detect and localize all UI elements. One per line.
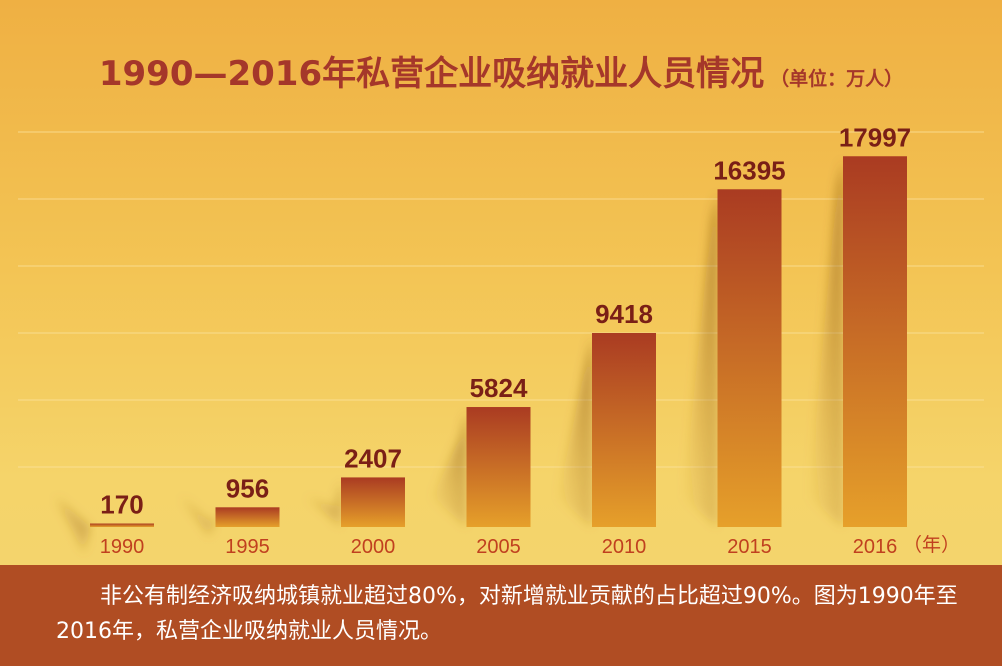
- bar-2010: [592, 332, 656, 527]
- chart-title: 1990—2016年私营企业吸纳就业人员情况 （单位：万人）: [0, 46, 1002, 95]
- bar-1990: [90, 523, 154, 527]
- value-label-2000: 2407: [344, 443, 402, 473]
- bar-2005: [466, 407, 531, 527]
- bar-chart: 170 956 2407 5824 9418 16395 17997 1990 1995 200…: [18, 122, 984, 558]
- tick-label-2010: 2010: [602, 536, 647, 558]
- bar-1995: [215, 507, 280, 527]
- tick-label-1995: 1995: [225, 536, 270, 558]
- value-label-2015: 16395: [713, 155, 785, 185]
- tick-label-2005: 2005: [476, 536, 521, 558]
- bar-2000: [341, 477, 405, 527]
- bar-shadow: [56, 497, 90, 554]
- value-labels: 170 956 2407 5824 9418 16395 17997: [100, 122, 911, 519]
- bar-shadow: [432, 411, 467, 527]
- caption-band: [0, 565, 1002, 666]
- bar-shadow: [683, 193, 718, 527]
- value-label-2016: 17997: [839, 122, 911, 152]
- bar-shadow: [307, 481, 341, 527]
- value-label-1995: 956: [226, 473, 269, 503]
- bar-2015: [717, 189, 782, 527]
- tick-label-2000: 2000: [351, 536, 396, 558]
- tick-label-1990: 1990: [100, 536, 145, 558]
- tick-label-2016: 2016: [853, 536, 898, 558]
- unit-label: （单位：万人）: [770, 68, 904, 90]
- tick-label-2015: 2015: [727, 536, 772, 558]
- bar-2016: [843, 156, 907, 528]
- bars: [90, 156, 907, 528]
- bar-shadow: [558, 336, 592, 527]
- value-label-2010: 9418: [595, 299, 653, 329]
- chart-title-main: 1990—2016年私营企业吸纳就业人员情况: [98, 54, 765, 94]
- bar-shadows: [56, 160, 843, 554]
- value-label-1990: 170: [100, 489, 143, 519]
- caption-text: 非公有制经济吸纳城镇就业超过80%，对新增就业贡献的占比超过90%。图为1990…: [56, 584, 958, 644]
- x-axis-unit: （年）: [903, 534, 960, 556]
- bar-shadow: [809, 160, 843, 528]
- bar-shadow: [181, 497, 216, 538]
- value-label-2005: 5824: [470, 373, 528, 403]
- x-tick-labels: 1990 1995 2000 2005 2010 2015 2016 （年）: [100, 534, 960, 558]
